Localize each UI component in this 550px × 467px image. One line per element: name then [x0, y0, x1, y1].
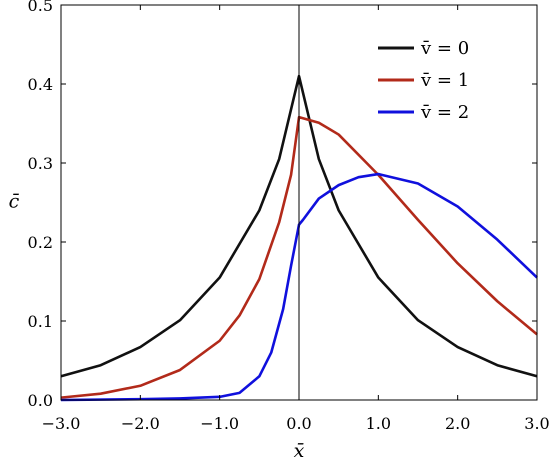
x-tick-label: −3.0 [42, 414, 81, 433]
axes: −3.0 −2.0 −1.0 0.0 1.0 2.0 3.0 0.0 0.1 0.2 0.3 0.4… [9, 0, 550, 462]
x-tick-label: 2.0 [445, 414, 470, 433]
y-tick-label: 0.0 [28, 391, 53, 410]
y-tick-label: 0.5 [28, 0, 53, 15]
x-tick-label: −1.0 [200, 414, 239, 433]
legend-label-v1: v̄ = 1 [420, 70, 469, 91]
x-tick-label: 0.0 [286, 414, 311, 433]
y-tick-label: 0.1 [28, 312, 53, 331]
y-tick-label: 0.2 [28, 233, 53, 252]
legend-label-v0: v̄ = 0 [420, 38, 469, 59]
y-axis-title: c̄ [9, 191, 20, 213]
x-tick-label: −2.0 [121, 414, 160, 433]
y-tick-label: 0.3 [28, 154, 53, 173]
x-tick-label: 3.0 [524, 414, 549, 433]
x-axis-title: x̄ [294, 440, 305, 462]
y-axis-ticks: 0.0 0.1 0.2 0.3 0.4 0.5 [28, 0, 537, 410]
series-line-v1 [60, 115, 538, 399]
y-tick-label: 0.4 [28, 75, 53, 94]
x-tick-label: 1.0 [366, 414, 391, 433]
x-axis-ticks: −3.0 −2.0 −1.0 0.0 1.0 2.0 3.0 [42, 5, 550, 433]
legend: v̄ = 0 v̄ = 1 v̄ = 2 [378, 38, 469, 123]
legend-label-v2: v̄ = 2 [420, 102, 469, 123]
